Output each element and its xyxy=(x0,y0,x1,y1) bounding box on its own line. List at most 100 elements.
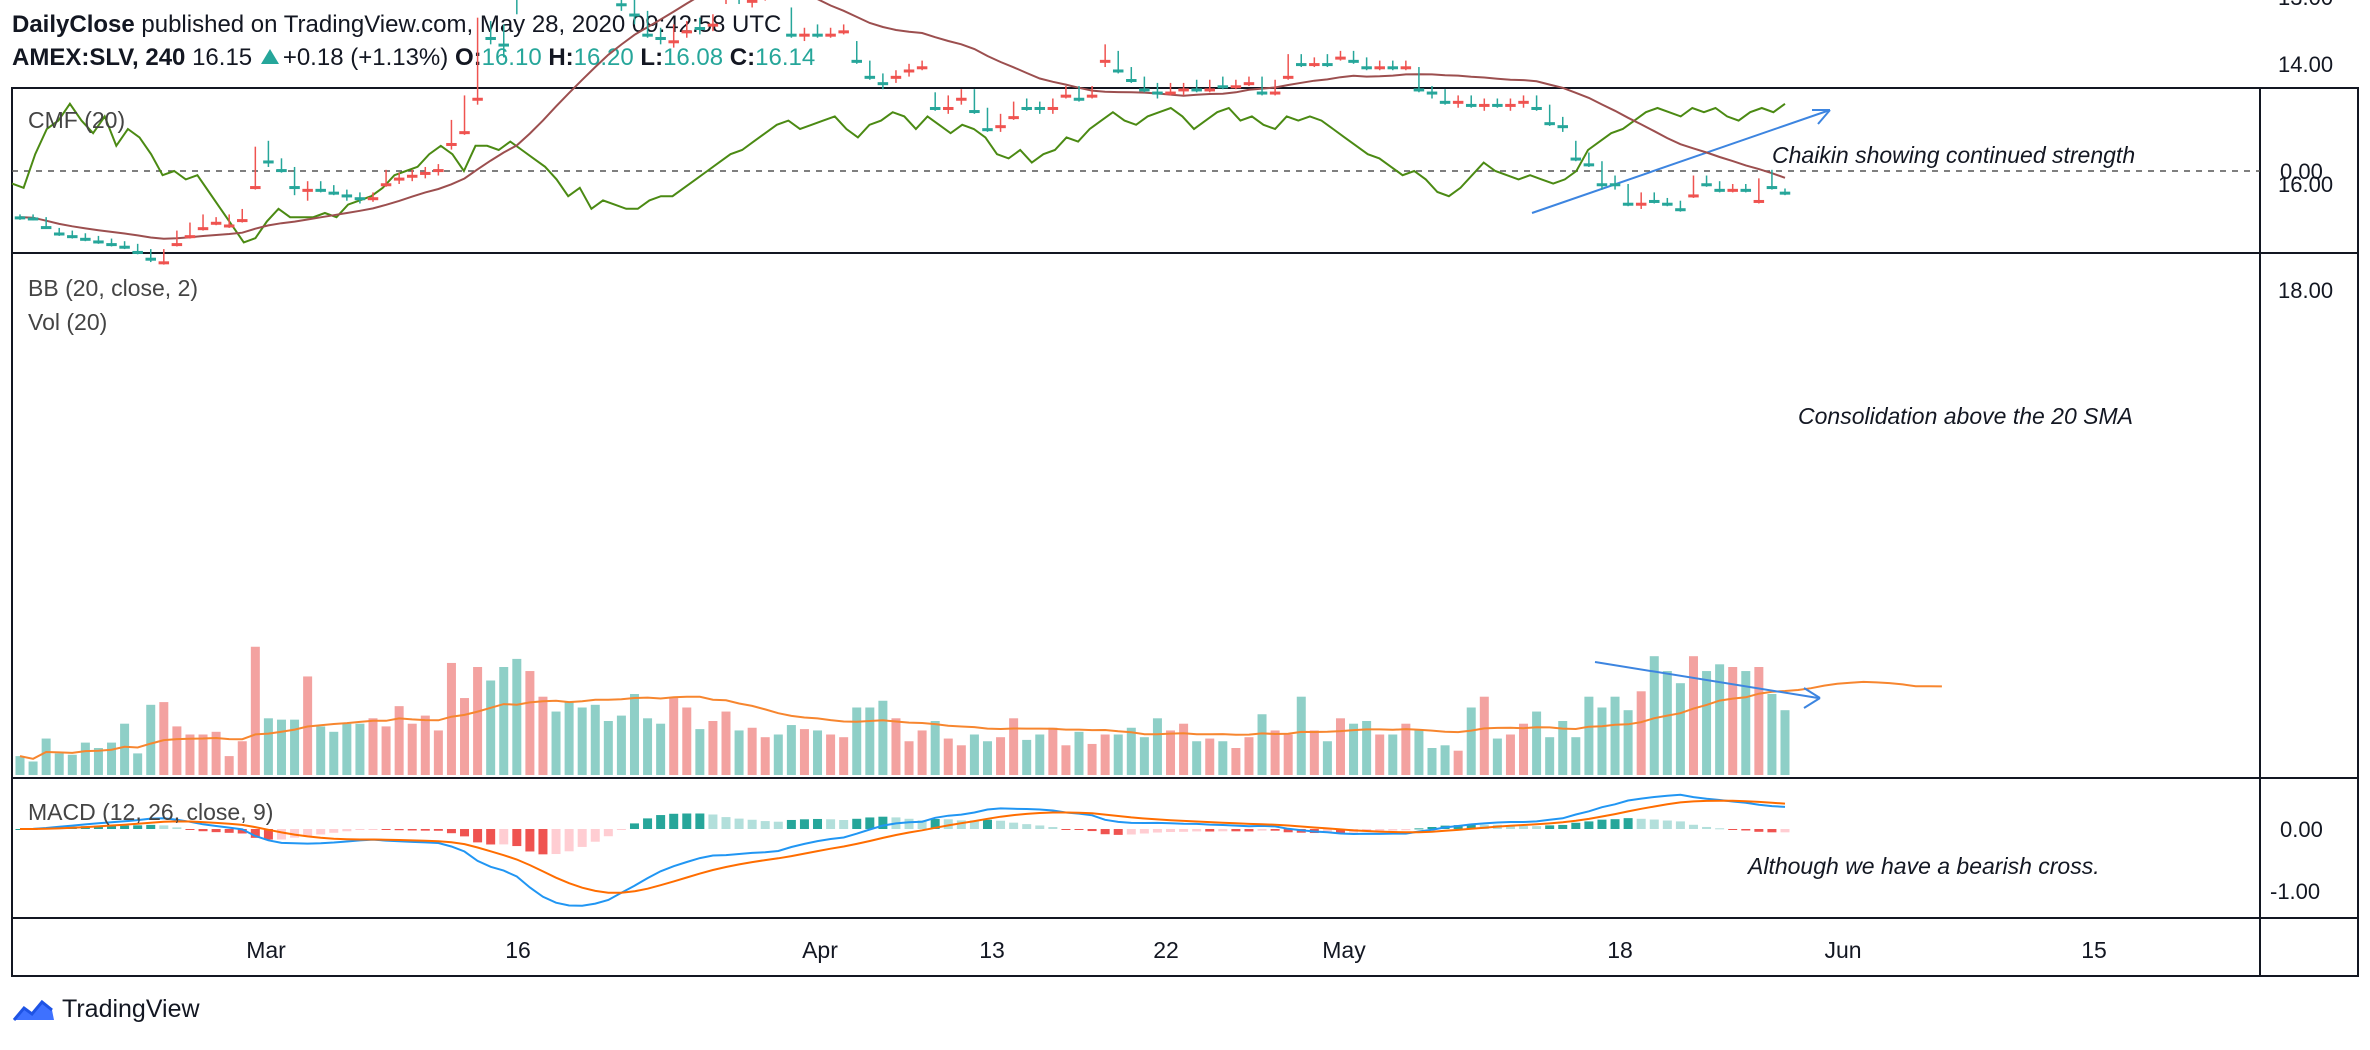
chart-header: DailyClose published on TradingView.com,… xyxy=(12,8,815,74)
candle-body xyxy=(1309,63,1320,67)
last-price: 16.15 xyxy=(192,44,253,71)
volume-bar xyxy=(996,737,1006,775)
candle-body xyxy=(1492,103,1503,107)
volume-bar xyxy=(107,742,117,775)
macd-histogram-bar xyxy=(1741,829,1751,831)
macd-histogram-bar xyxy=(538,829,548,855)
volume-bar xyxy=(263,718,273,775)
volume-bar xyxy=(224,756,234,775)
macd-histogram-bar xyxy=(460,829,470,837)
close-label: C: xyxy=(729,44,756,71)
macd-histogram-bar xyxy=(263,829,273,840)
time-tick-label: Mar xyxy=(246,937,286,963)
volume-bar xyxy=(1610,696,1620,775)
candle-body xyxy=(1230,85,1242,89)
candle-body xyxy=(1439,100,1451,104)
volume-bar xyxy=(1636,691,1646,775)
macd-histogram-bar xyxy=(1584,821,1594,829)
time-tick-label: 22 xyxy=(1153,937,1179,963)
candle-body xyxy=(1243,82,1255,86)
volume-bar xyxy=(1662,671,1672,775)
macd-histogram-bar xyxy=(381,829,391,830)
candle-body xyxy=(250,186,261,190)
macd-histogram-bar xyxy=(355,829,365,830)
volume-bar xyxy=(1519,723,1529,775)
macd-histogram-bar xyxy=(107,825,117,829)
macd-histogram-bar xyxy=(943,819,953,829)
chart-frame xyxy=(11,87,2359,977)
candle-body xyxy=(1139,88,1150,92)
candle-body xyxy=(1583,163,1595,167)
macd-histogram-bar xyxy=(290,829,300,838)
volume-bar xyxy=(603,721,613,775)
candle-body xyxy=(1701,183,1712,187)
volume-bar xyxy=(799,729,809,775)
candle-body xyxy=(1714,188,1725,192)
macd-line xyxy=(19,793,1786,907)
macd-histogram-bar xyxy=(1335,829,1345,834)
volume-bar xyxy=(433,730,443,775)
macd-histogram-bar xyxy=(616,829,626,830)
macd-histogram-bar xyxy=(120,825,130,829)
candle-body xyxy=(1688,194,1699,198)
volume-bar xyxy=(1414,730,1424,775)
volume-bar xyxy=(708,721,718,775)
candle-body xyxy=(328,191,340,195)
macd-histogram-bar xyxy=(930,818,940,829)
macd-histogram-bar xyxy=(146,824,156,829)
macd-histogram-bar xyxy=(1283,829,1293,833)
volume-bar xyxy=(185,734,195,775)
macd-histogram-bar xyxy=(1192,829,1202,832)
price-tick-label: 14.00 xyxy=(2278,52,2333,77)
volume-bar xyxy=(852,707,862,775)
volume-bar xyxy=(80,742,90,775)
volume-bar xyxy=(682,707,692,775)
macd-histogram-bar xyxy=(1166,829,1176,833)
candle-body xyxy=(1204,88,1215,92)
candle-body xyxy=(1518,100,1529,104)
candle-body xyxy=(812,33,823,37)
volume-bar xyxy=(41,738,51,775)
macd-histogram-bar xyxy=(734,818,744,829)
macd-histogram-bar xyxy=(1152,829,1162,833)
volume-bar xyxy=(577,707,587,775)
price-tick-label: 16.00 xyxy=(2278,172,2333,197)
cmf-tick-label: 0.00 xyxy=(2280,159,2323,184)
macd-histogram-bar xyxy=(1257,829,1267,831)
macd-histogram-bar xyxy=(394,829,404,831)
candle-body xyxy=(14,216,26,220)
macd-histogram-bar xyxy=(656,815,666,829)
candle-body xyxy=(1452,100,1464,104)
symbol-label[interactable]: AMEX:SLV, 240 xyxy=(12,44,186,71)
volume-bar xyxy=(669,698,679,775)
candle-body xyxy=(1217,85,1229,89)
candle-body xyxy=(1649,199,1660,203)
macd-histogram-bar xyxy=(1270,829,1280,831)
volume-bar xyxy=(276,719,286,775)
volume-bar xyxy=(1048,727,1058,775)
volume-bar xyxy=(538,696,548,775)
brand-name[interactable]: TradingView xyxy=(62,995,200,1023)
volume-bar xyxy=(250,646,260,775)
macd-histogram-bar xyxy=(1100,829,1110,835)
candle-body xyxy=(1086,94,1098,98)
candle-body xyxy=(406,174,418,178)
candle-body xyxy=(171,243,183,247)
macd-histogram-bar xyxy=(420,829,430,831)
candle-body xyxy=(1256,91,1268,95)
volume-bar xyxy=(826,734,836,775)
macd-histogram-bar xyxy=(93,825,103,829)
macd-histogram-bar xyxy=(1519,826,1529,829)
macd-histogram-bar xyxy=(1375,829,1385,832)
volume-bar xyxy=(1322,741,1332,775)
tradingview-logo-icon[interactable] xyxy=(12,996,56,1024)
volume-bar xyxy=(904,741,914,775)
volume-bar xyxy=(237,741,247,775)
author-name[interactable]: DailyClose xyxy=(12,11,135,38)
macd-histogram-bar xyxy=(1532,826,1542,829)
candle-body xyxy=(1374,66,1385,70)
macd-histogram-bar xyxy=(577,829,587,847)
macd-histogram-bar xyxy=(1702,826,1712,829)
low-label: L: xyxy=(640,44,664,71)
